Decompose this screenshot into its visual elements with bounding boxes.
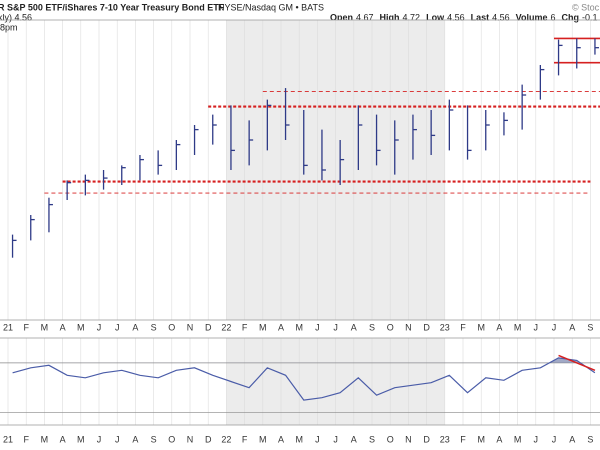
x-tick-label: F (460, 322, 466, 332)
x-tick-label: J (115, 434, 120, 444)
x-tick-label: S (151, 434, 157, 444)
quote-label: Low (426, 12, 445, 22)
x-tick-label: 22 (221, 322, 231, 332)
x-tick-label: F (23, 322, 29, 332)
x-tick-label: J (552, 434, 557, 444)
quote-value: 4.67 (356, 12, 374, 22)
x-tick-label: J (534, 322, 539, 332)
quote-label: Volume (516, 12, 548, 22)
x-tick-label: A (351, 322, 357, 332)
x-tick-label: J (333, 322, 338, 332)
x-tick-label: A (132, 434, 138, 444)
quote-value: 4.72 (403, 12, 421, 22)
x-tick-label: M (477, 434, 485, 444)
x-tick-label: M (77, 434, 85, 444)
x-tick-label: J (97, 322, 102, 332)
x-tick-label: A (60, 322, 66, 332)
x-tick-label: D (205, 434, 212, 444)
x-tick-label: M (477, 322, 485, 332)
time: 8pm (0, 22, 18, 32)
trend-line (558, 354, 596, 372)
x-tick-label: 22 (221, 434, 231, 444)
quote-value: 4.56 (492, 12, 510, 22)
x-tick-label: J (315, 322, 320, 332)
x-tick-label: N (405, 434, 412, 444)
x-tick-label: S (587, 434, 593, 444)
x-tick-label: A (496, 434, 502, 444)
axes: 21 21 F F M M A A M M J J J J A A S S O O N N D D 22 22 F F M M A A M M J J… (0, 19, 600, 444)
x-tick-label: S (151, 322, 157, 332)
x-tick-label: F (23, 434, 29, 444)
x-tick-label: S (587, 322, 593, 332)
x-tick-label: A (278, 434, 284, 444)
x-tick-label: M (77, 322, 85, 332)
x-tick-label: M (259, 434, 267, 444)
quote-value: 4.56 (447, 12, 465, 22)
copyright: © Stoc (572, 2, 600, 12)
x-tick-label: J (534, 434, 539, 444)
x-tick-label: N (187, 322, 194, 332)
x-tick-label: O (387, 322, 394, 332)
title: R S&P 500 ETF/iShares 7-10 Year Treasury… (0, 2, 225, 12)
x-tick-label: D (423, 322, 430, 332)
x-tick-label: A (351, 434, 357, 444)
x-tick-label: A (496, 322, 502, 332)
x-tick-label: F (460, 434, 466, 444)
x-tick-label: O (168, 434, 175, 444)
quote-value: 6 (551, 12, 556, 22)
x-tick-label: J (115, 322, 120, 332)
header: R S&P 500 ETF/iShares 7-10 Year Treasury… (0, 2, 600, 32)
x-tick-label: S (369, 322, 375, 332)
x-tick-label: 23 (440, 322, 450, 332)
x-tick-label: N (405, 322, 412, 332)
exchange: NYSE/Nasdaq GM • BATS (218, 2, 324, 12)
x-tick-label: F (242, 322, 248, 332)
x-tick-label: A (278, 322, 284, 332)
x-tick-label: M (514, 322, 522, 332)
x-tick-label: F (242, 434, 248, 444)
x-tick-label: N (187, 434, 194, 444)
x-tick-label: M (41, 322, 49, 332)
x-tick-label: J (315, 434, 320, 444)
quote-value: -0.1 (582, 12, 598, 22)
x-tick-label: J (333, 434, 338, 444)
x-tick-label: J (552, 322, 557, 332)
x-tick-label: M (295, 434, 303, 444)
x-tick-label: O (168, 322, 175, 332)
x-tick-label: A (60, 434, 66, 444)
indicator-panel (0, 338, 600, 425)
x-tick-label: A (132, 322, 138, 332)
x-tick-label: M (295, 322, 303, 332)
subtitle: kly) 4.56 (0, 12, 32, 22)
x-tick-label: 21 (3, 322, 13, 332)
x-tick-label: D (205, 322, 212, 332)
x-tick-label: M (41, 434, 49, 444)
price-panel (7, 20, 600, 320)
x-tick-label: S (369, 434, 375, 444)
x-tick-label: 23 (440, 434, 450, 444)
x-tick-label: D (423, 434, 430, 444)
x-tick-label: A (569, 434, 575, 444)
quote-label: High (380, 12, 400, 22)
x-tick-label: J (97, 434, 102, 444)
quote-label: Open (330, 12, 353, 22)
x-tick-label: M (259, 322, 267, 332)
x-tick-label: M (514, 434, 522, 444)
x-tick-label: O (387, 434, 394, 444)
x-tick-label: 21 (3, 434, 13, 444)
quote-label: Last (471, 12, 490, 22)
x-tick-label: A (569, 322, 575, 332)
indicator-line (12, 357, 596, 401)
quote-label: Chg (562, 12, 580, 22)
